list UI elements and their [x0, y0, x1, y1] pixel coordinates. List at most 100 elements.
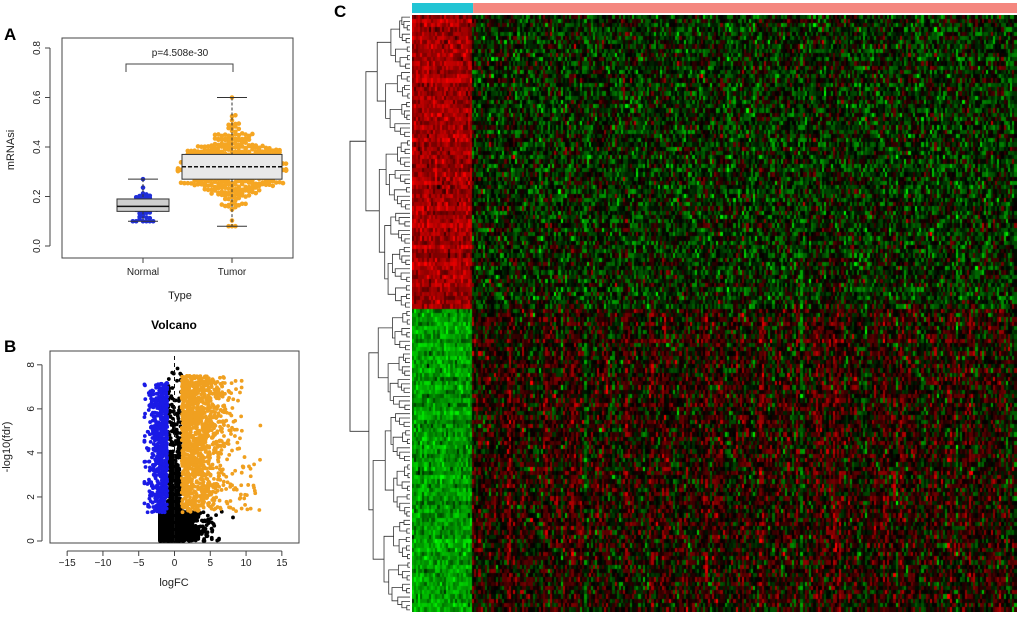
point-up	[226, 438, 231, 443]
dendrogram-branch	[401, 383, 410, 391]
panel-label-a: A	[4, 25, 16, 44]
point-up	[200, 426, 205, 431]
point-ns	[166, 537, 171, 542]
dendrogram-branch	[405, 302, 410, 308]
dendrogram-branch	[405, 63, 410, 69]
point-ns	[177, 467, 182, 471]
point-up	[251, 483, 256, 488]
point-down	[143, 459, 148, 464]
point-ns	[168, 505, 173, 510]
point-up	[234, 387, 238, 391]
point-up	[217, 473, 222, 478]
point-up	[215, 482, 220, 487]
point-down	[156, 500, 161, 505]
point-up	[229, 432, 233, 436]
point-ns	[166, 532, 171, 537]
point-up	[185, 506, 190, 511]
point-ns	[175, 378, 179, 383]
point-up	[213, 410, 217, 415]
point-up	[238, 492, 243, 497]
point-up	[235, 440, 240, 445]
point-tumor	[226, 181, 231, 187]
point-up	[221, 375, 226, 379]
point-up	[233, 434, 237, 438]
point-ns	[172, 491, 177, 496]
x-tick-label: 5	[208, 558, 214, 569]
point-down	[143, 383, 147, 388]
point-ns	[171, 534, 176, 539]
point-ns	[175, 414, 180, 418]
dendrogram-branch	[401, 571, 410, 579]
point-up	[201, 494, 206, 499]
volcano-y-label: -log10(fdr)	[1, 422, 13, 473]
point-up	[204, 472, 209, 477]
point-down	[146, 391, 151, 395]
point-tumor	[233, 112, 238, 118]
point-up	[239, 470, 244, 475]
point-up	[199, 388, 204, 393]
point-down	[164, 387, 169, 392]
point-down	[148, 402, 153, 407]
y-tick-label: 0.0	[32, 239, 43, 253]
point-up	[194, 431, 199, 435]
point-down	[151, 414, 156, 419]
point-up	[248, 474, 253, 479]
point-ns	[231, 515, 235, 520]
dendrogram-branch	[406, 114, 410, 120]
x-tick-label: −5	[133, 558, 145, 569]
point-tumor	[243, 145, 248, 151]
x-tick-label: 15	[276, 558, 288, 569]
point-ns	[173, 520, 178, 525]
point-down	[152, 430, 157, 435]
point-tumor	[199, 181, 204, 187]
point-ns	[169, 495, 174, 500]
point-up	[221, 472, 226, 477]
group-bar-tumor	[473, 3, 1018, 13]
point-ns	[160, 537, 165, 542]
dendrogram-branch	[401, 600, 410, 609]
point-ns	[186, 518, 191, 523]
dendrogram-branch	[405, 357, 410, 363]
point-up	[226, 398, 230, 403]
point-tumor	[205, 183, 211, 188]
point-down	[162, 407, 167, 412]
dendrogram-branch	[407, 464, 410, 470]
point-ns	[177, 526, 182, 531]
dendrogram-branch	[401, 366, 410, 374]
dendrogram-branch	[406, 102, 410, 108]
point-down	[158, 446, 163, 451]
point-tumor	[283, 161, 289, 166]
point-up	[183, 377, 188, 382]
point-ns	[171, 443, 176, 448]
point-tumor	[236, 132, 242, 138]
point-tumor	[236, 190, 242, 196]
point-up	[224, 487, 228, 491]
point-down	[163, 420, 168, 424]
point-tumor	[243, 140, 248, 145]
point-up	[191, 453, 195, 458]
point-ns	[161, 513, 166, 518]
heatmap-group-bar	[412, 3, 1018, 13]
point-tumor	[212, 150, 218, 155]
point-up	[242, 455, 247, 459]
dendrogram-branch	[368, 352, 379, 511]
volcano-title: Volcano	[151, 318, 197, 332]
y-tick-label: 0.4	[32, 140, 43, 154]
point-down	[163, 429, 168, 433]
point-up	[189, 410, 194, 415]
point-down	[143, 465, 148, 469]
point-up	[181, 457, 186, 461]
point-ns	[219, 509, 224, 514]
point-ns	[182, 520, 187, 525]
point-ns	[209, 526, 214, 531]
dendrogram-branch	[406, 276, 410, 282]
point-up	[248, 506, 253, 511]
point-ns	[175, 496, 180, 501]
point-up	[201, 501, 206, 505]
point-up	[188, 415, 193, 420]
point-tumor	[253, 143, 259, 148]
point-up	[227, 505, 231, 510]
point-tumor	[175, 167, 181, 173]
volcano-x-axis: −15 −10 −5 0 5 10 15	[59, 550, 288, 569]
point-up	[230, 448, 234, 453]
